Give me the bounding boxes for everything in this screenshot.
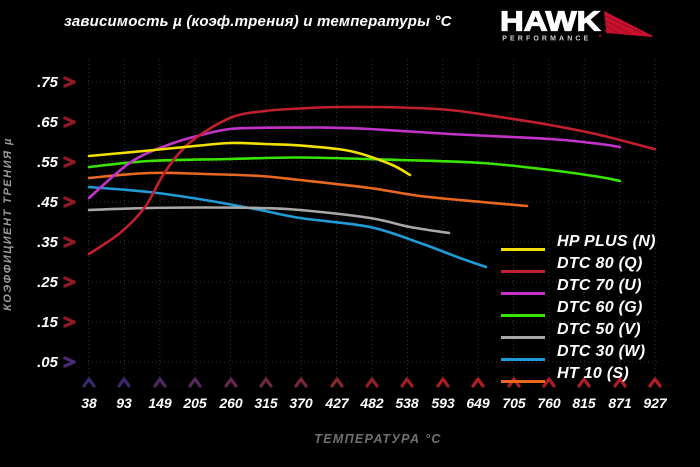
svg-text:38: 38 (81, 395, 97, 411)
svg-text:205: 205 (182, 395, 207, 411)
svg-text:93: 93 (116, 395, 132, 411)
svg-text:.75: .75 (37, 74, 59, 91)
svg-text:871: 871 (608, 395, 632, 411)
svg-text:.65: .65 (37, 114, 59, 131)
svg-text:.35: .35 (37, 234, 59, 251)
svg-text:.55: .55 (37, 154, 59, 171)
svg-text:760: 760 (537, 395, 561, 411)
svg-text:538: 538 (395, 395, 419, 411)
svg-text:.25: .25 (37, 274, 59, 291)
svg-text:.45: .45 (37, 194, 59, 211)
svg-text:705: 705 (502, 395, 526, 411)
svg-text:.15: .15 (37, 314, 59, 331)
svg-text:927: 927 (643, 395, 668, 411)
svg-text:815: 815 (572, 395, 596, 411)
svg-text:593: 593 (431, 395, 455, 411)
svg-text:370: 370 (289, 395, 313, 411)
svg-text:315: 315 (254, 395, 278, 411)
svg-text:649: 649 (466, 395, 490, 411)
svg-text:.05: .05 (37, 354, 59, 371)
svg-text:427: 427 (324, 395, 350, 411)
svg-text:149: 149 (148, 395, 172, 411)
svg-text:482: 482 (359, 395, 384, 411)
svg-text:260: 260 (218, 395, 243, 411)
